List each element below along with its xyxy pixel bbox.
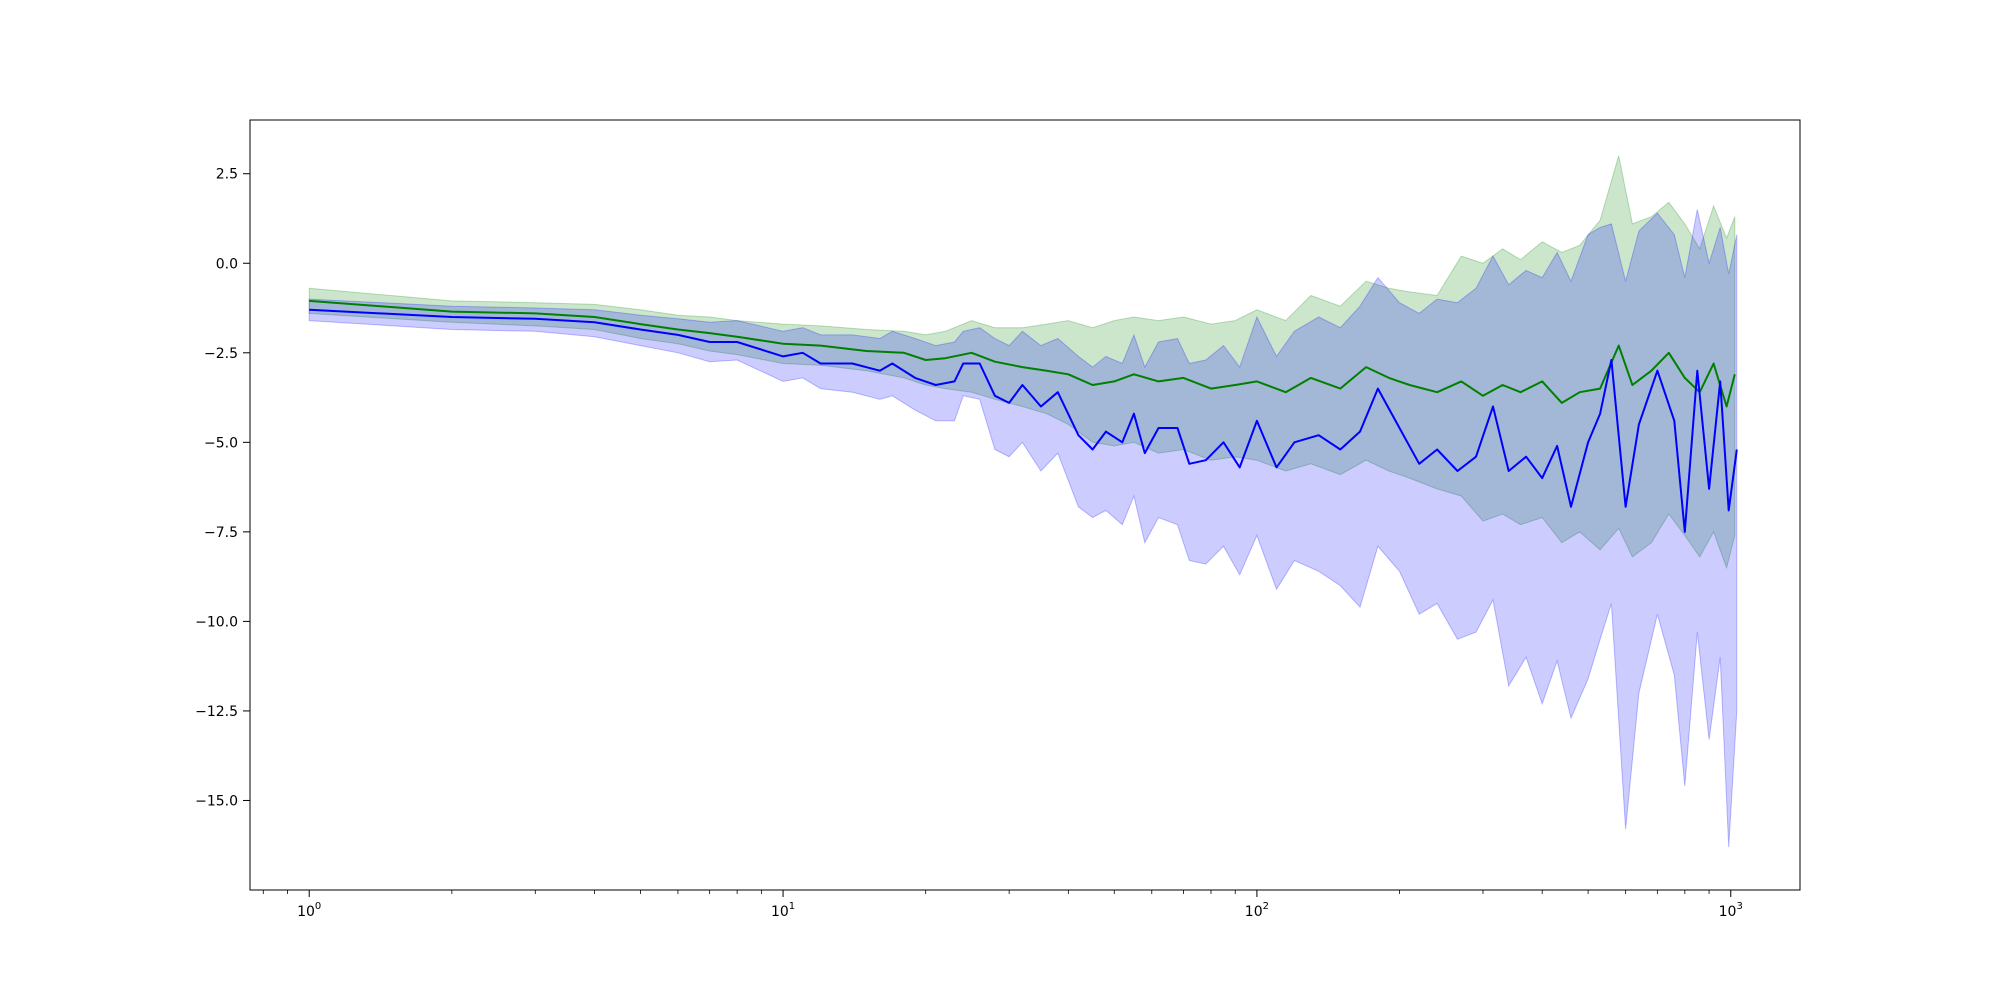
y-tick-label: −2.5 — [204, 346, 238, 362]
plot-frame — [249, 119, 1801, 891]
band-series-1 — [308, 209, 1738, 848]
x-tick-label: 102 — [1245, 901, 1269, 920]
y-tick-label: −15.0 — [195, 793, 238, 809]
line-series-0 — [309, 299, 1736, 408]
series-lines — [309, 299, 1738, 533]
x-axis: 100 101 102 103 — [262, 890, 1743, 920]
y-tick-label: −12.5 — [195, 704, 238, 720]
y-tick-label: −10.0 — [195, 614, 238, 630]
y-tick-label: 2.5 — [216, 167, 238, 183]
x-tick-label: 100 — [297, 901, 321, 920]
band-series-0 — [308, 155, 1736, 570]
y-tick-label: −5.0 — [204, 435, 238, 451]
x-tick-label: 101 — [771, 901, 795, 920]
y-tick-label: −7.5 — [204, 525, 238, 541]
x-tick-label: 103 — [1719, 901, 1743, 920]
confidence-bands — [308, 155, 1738, 848]
line-series-1 — [309, 308, 1738, 533]
y-tick-label: 0.0 — [216, 256, 238, 272]
y-axis: 2.5 0.0 −2.5 −5.0 −7.5 −10.0 −12.5 −15.0 — [195, 167, 250, 809]
